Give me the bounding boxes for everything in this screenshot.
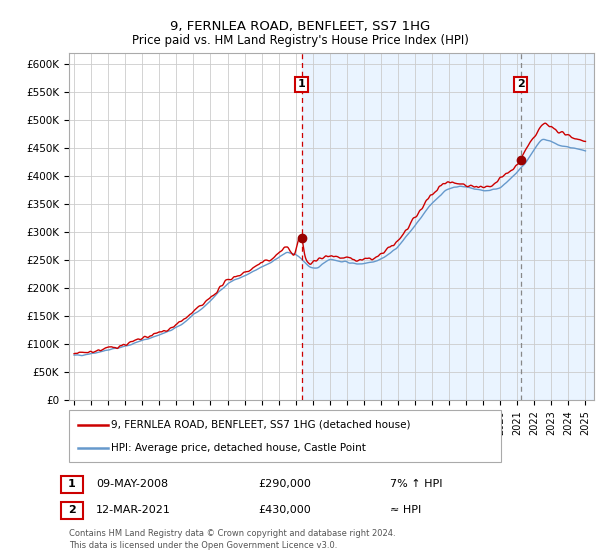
Text: 9, FERNLEA ROAD, BENFLEET, SS7 1HG (detached house): 9, FERNLEA ROAD, BENFLEET, SS7 1HG (deta…	[111, 420, 410, 430]
Text: 9, FERNLEA ROAD, BENFLEET, SS7 1HG: 9, FERNLEA ROAD, BENFLEET, SS7 1HG	[170, 20, 430, 32]
Text: HPI: Average price, detached house, Castle Point: HPI: Average price, detached house, Cast…	[111, 442, 366, 452]
Text: 1: 1	[68, 479, 76, 489]
Text: £430,000: £430,000	[258, 505, 311, 515]
Text: £290,000: £290,000	[258, 479, 311, 489]
Text: This data is licensed under the Open Government Licence v3.0.: This data is licensed under the Open Gov…	[69, 541, 337, 550]
Text: Contains HM Land Registry data © Crown copyright and database right 2024.: Contains HM Land Registry data © Crown c…	[69, 529, 395, 538]
Text: 2: 2	[517, 80, 524, 90]
Bar	[302, 53, 594, 400]
Text: 1: 1	[298, 80, 306, 90]
Text: Price paid vs. HM Land Registry's House Price Index (HPI): Price paid vs. HM Land Registry's House …	[131, 34, 469, 46]
Text: 09-MAY-2008: 09-MAY-2008	[96, 479, 168, 489]
Text: 7% ↑ HPI: 7% ↑ HPI	[390, 479, 443, 489]
Text: 12-MAR-2021: 12-MAR-2021	[96, 505, 171, 515]
Text: 2: 2	[68, 505, 76, 515]
Text: ≈ HPI: ≈ HPI	[390, 505, 421, 515]
